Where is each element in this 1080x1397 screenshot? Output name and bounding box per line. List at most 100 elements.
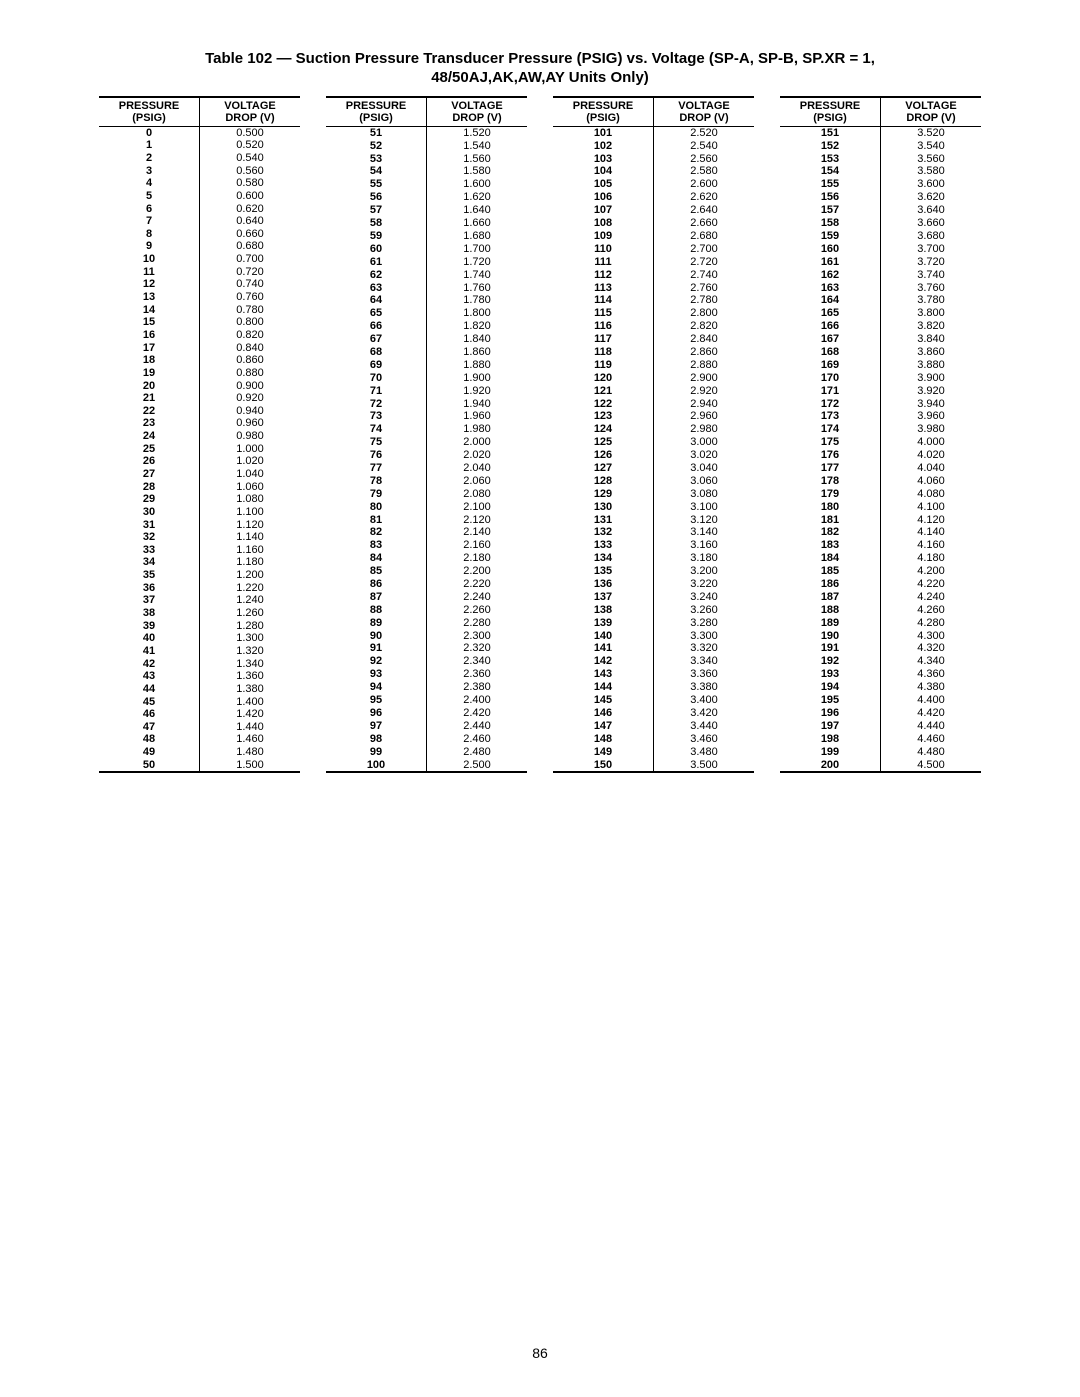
voltage-cell: 0.800 <box>200 316 301 329</box>
pressure-cell: 169 <box>780 359 881 372</box>
pressure-cell: 168 <box>780 346 881 359</box>
pressure-cell: 80 <box>326 501 427 514</box>
voltage-cell: 0.620 <box>200 203 301 216</box>
pressure-cell: 115 <box>553 307 654 320</box>
voltage-cell: 2.420 <box>427 707 528 720</box>
voltage-cell: 1.040 <box>200 468 301 481</box>
table-row: 1463.420 <box>553 707 754 720</box>
voltage-cell: 4.500 <box>881 758 982 772</box>
table-row: 190.880 <box>99 367 300 380</box>
pressure-cell: 29 <box>99 493 200 506</box>
voltage-cell: 3.860 <box>881 346 982 359</box>
table-row: 922.340 <box>326 655 527 668</box>
voltage-cell: 2.000 <box>427 436 528 449</box>
voltage-cell: 1.640 <box>427 204 528 217</box>
pressure-cell: 93 <box>326 668 427 681</box>
pressure-cell: 12 <box>99 278 200 291</box>
pressure-cell: 7 <box>99 215 200 228</box>
pressure-cell: 65 <box>326 307 427 320</box>
table-row: 1844.180 <box>780 552 981 565</box>
table-row: 641.780 <box>326 294 527 307</box>
table-row: 1613.720 <box>780 256 981 269</box>
pressure-cell: 199 <box>780 745 881 758</box>
pressure-cell: 107 <box>553 204 654 217</box>
table-row: 1453.400 <box>553 694 754 707</box>
table-title: Table 102 — Suction Pressure Transducer … <box>90 50 990 88</box>
pressure-cell: 103 <box>553 152 654 165</box>
table-row: 1222.940 <box>553 397 754 410</box>
pressure-cell: 2 <box>99 152 200 165</box>
voltage-cell: 1.860 <box>427 346 528 359</box>
table-row: 942.380 <box>326 681 527 694</box>
table-row: 1904.300 <box>780 629 981 642</box>
table-row: 1633.760 <box>780 281 981 294</box>
table-row: 401.300 <box>99 632 300 645</box>
table-row: 251.000 <box>99 443 300 456</box>
table-row: 1924.340 <box>780 655 981 668</box>
voltage-cell: 3.900 <box>881 372 982 385</box>
voltage-cell: 2.640 <box>654 204 755 217</box>
table-row: 1162.820 <box>553 320 754 333</box>
pressure-cell: 30 <box>99 506 200 519</box>
pressure-cell: 90 <box>326 629 427 642</box>
col-header-pressure: PRESSURE(PSIG) <box>553 97 654 127</box>
voltage-cell: 1.620 <box>427 191 528 204</box>
voltage-cell: 3.240 <box>654 591 755 604</box>
pressure-cell: 73 <box>326 410 427 423</box>
pressure-cell: 174 <box>780 423 881 436</box>
pressure-cell: 3 <box>99 165 200 178</box>
table-row: 1032.560 <box>553 152 754 165</box>
pressure-cell: 127 <box>553 462 654 475</box>
table-row: 1263.020 <box>553 449 754 462</box>
voltage-cell: 4.380 <box>881 681 982 694</box>
voltage-cell: 2.100 <box>427 501 528 514</box>
voltage-cell: 2.460 <box>427 733 528 746</box>
voltage-cell: 1.900 <box>427 372 528 385</box>
pressure-cell: 190 <box>780 629 881 642</box>
pressure-cell: 87 <box>326 591 427 604</box>
table-row: 160.820 <box>99 329 300 342</box>
voltage-cell: 3.680 <box>881 230 982 243</box>
voltage-cell: 0.660 <box>200 228 301 241</box>
pressure-cell: 178 <box>780 475 881 488</box>
voltage-cell: 1.120 <box>200 519 301 532</box>
voltage-cell: 3.200 <box>654 565 755 578</box>
pressure-cell: 143 <box>553 668 654 681</box>
table-row: 1683.860 <box>780 346 981 359</box>
voltage-cell: 3.320 <box>654 642 755 655</box>
table-row: 1012.520 <box>553 126 754 139</box>
voltage-cell: 3.100 <box>654 501 755 514</box>
pressure-cell: 116 <box>553 320 654 333</box>
pressure-cell: 71 <box>326 385 427 398</box>
pressure-cell: 51 <box>326 126 427 139</box>
voltage-cell: 2.500 <box>427 758 528 772</box>
voltage-cell: 2.580 <box>654 165 755 178</box>
voltage-cell: 1.820 <box>427 320 528 333</box>
table-row: 1824.140 <box>780 526 981 539</box>
voltage-cell: 1.660 <box>427 217 528 230</box>
table-row: 852.200 <box>326 565 527 578</box>
table-row: 210.920 <box>99 392 300 405</box>
pressure-cell: 153 <box>780 152 881 165</box>
table-row: 1443.380 <box>553 681 754 694</box>
voltage-cell: 1.580 <box>427 165 528 178</box>
pressure-cell: 31 <box>99 519 200 532</box>
pressure-cell: 53 <box>326 152 427 165</box>
voltage-cell: 3.580 <box>881 165 982 178</box>
voltage-cell: 1.420 <box>200 708 301 721</box>
table-row: 1493.480 <box>553 745 754 758</box>
pressure-cell: 57 <box>326 204 427 217</box>
pressure-cell: 6 <box>99 203 200 216</box>
pressure-cell: 72 <box>326 397 427 410</box>
table-row: 271.040 <box>99 468 300 481</box>
pressure-cell: 96 <box>326 707 427 720</box>
table-row: 341.180 <box>99 556 300 569</box>
pressure-cell: 126 <box>553 449 654 462</box>
table-row: 1092.680 <box>553 230 754 243</box>
pressure-cell: 8 <box>99 228 200 241</box>
voltage-cell: 2.960 <box>654 410 755 423</box>
table-row: 1663.820 <box>780 320 981 333</box>
table-row: 1363.220 <box>553 578 754 591</box>
voltage-cell: 3.980 <box>881 423 982 436</box>
voltage-cell: 2.380 <box>427 681 528 694</box>
